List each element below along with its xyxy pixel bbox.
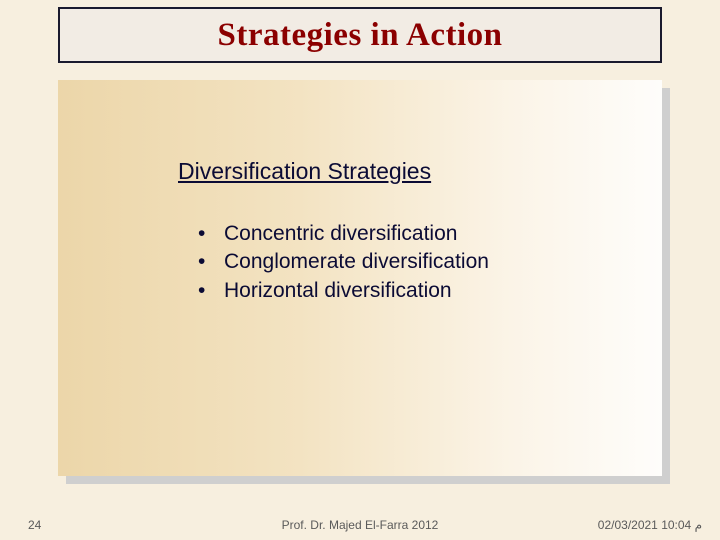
subheading: Diversification Strategies [178, 158, 431, 185]
footer-datetime: م 10:04 02/03/2021 [598, 518, 702, 532]
content-box: Diversification Strategies Concentric di… [58, 80, 662, 476]
bullet-list: Concentric diversification Conglomerate … [198, 220, 489, 305]
slide-title: Strategies in Action [218, 17, 503, 54]
list-item: Horizontal diversification [198, 277, 489, 305]
footer: 24 Prof. Dr. Majed El-Farra 2012 م 10:04… [0, 512, 720, 532]
list-item: Conglomerate diversification [198, 248, 489, 276]
title-box: Strategies in Action [58, 7, 662, 63]
list-item: Concentric diversification [198, 220, 489, 248]
